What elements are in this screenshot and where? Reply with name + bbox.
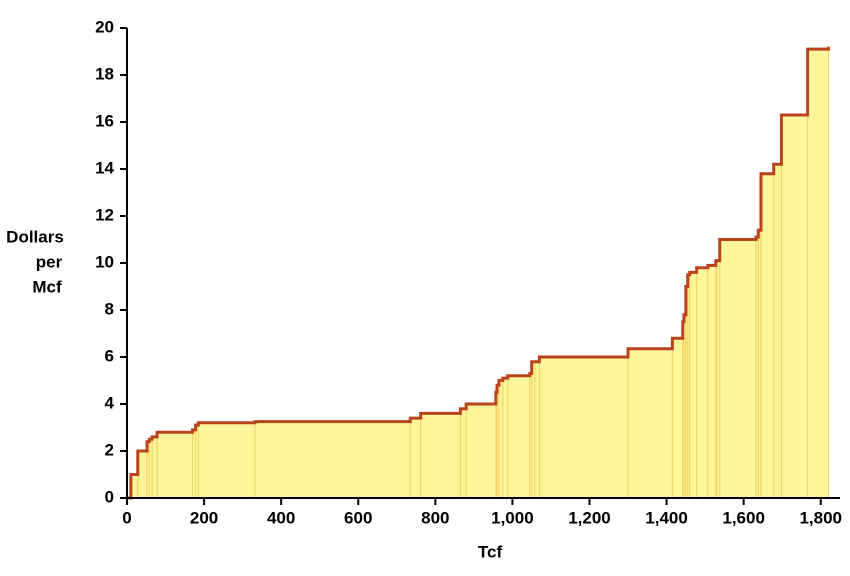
y-tick-label: 20 (95, 17, 114, 36)
x-tick-label: 1,200 (568, 508, 611, 527)
y-tick-label: 6 (105, 346, 114, 365)
y-axis-label: Mcf (32, 277, 62, 296)
y-tick-label: 4 (105, 393, 115, 412)
x-tick-label: 600 (344, 508, 372, 527)
x-tick-label: 1,400 (645, 508, 688, 527)
y-tick-label: 10 (95, 252, 114, 271)
y-tick-label: 18 (95, 64, 114, 83)
x-tick-label: 0 (122, 508, 131, 527)
y-axis-label: per (36, 252, 63, 271)
x-tick-label: 1,000 (491, 508, 534, 527)
y-tick-label: 0 (105, 487, 114, 506)
x-axis-label: Tcf (478, 542, 503, 561)
x-tick-label: 400 (267, 508, 295, 527)
y-tick-label: 16 (95, 111, 114, 130)
y-tick-label: 12 (95, 205, 114, 224)
y-tick-label: 14 (95, 158, 114, 177)
x-tick-label: 200 (190, 508, 218, 527)
y-axis-label: Dollars (6, 227, 64, 246)
x-tick-label: 800 (421, 508, 449, 527)
area (127, 46, 829, 499)
x-tick-label: 1,600 (722, 508, 765, 527)
y-tick-label: 8 (105, 299, 114, 318)
x-tick-label: 1,800 (799, 508, 842, 527)
curve (127, 46, 830, 500)
y-tick-label: 2 (105, 440, 114, 459)
